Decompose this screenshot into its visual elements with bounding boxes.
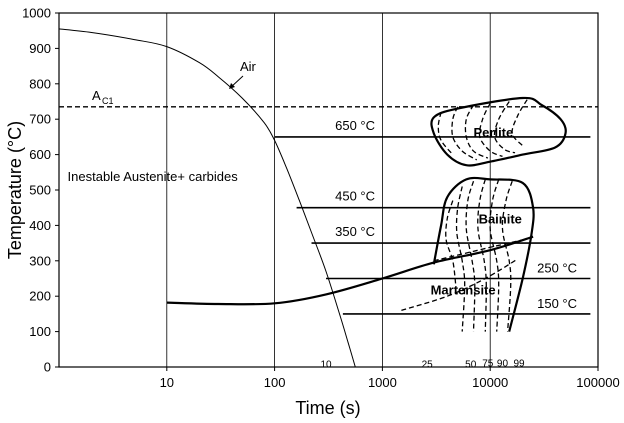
isotherm-label-250: 250 °C <box>537 261 577 276</box>
y-tick-label-100: 100 <box>29 324 51 339</box>
perlite-region-outline <box>430 96 567 167</box>
x-tick-label-100000: 100000 <box>576 375 619 390</box>
isotherm-label-150: 150 °C <box>537 296 577 311</box>
percent-label-10: 10 <box>320 360 332 371</box>
bainite-transform-curve-1 <box>455 186 466 332</box>
y-tick-label-800: 800 <box>29 76 51 91</box>
y-tick-label-900: 900 <box>29 41 51 56</box>
y-tick-label-700: 700 <box>29 112 51 127</box>
ac1-label: A C1 <box>92 88 114 106</box>
cooling-dashed-curve-0 <box>433 238 528 262</box>
series-layer: 650 °C 450 °C 350 °C 250 °C 150 °C Inestable … <box>58 28 598 371</box>
grid-lines <box>166 13 491 367</box>
region-label-bainite: Bainite <box>479 212 522 227</box>
perlite-transform-curve-5 <box>511 99 528 147</box>
bainite-transform-curve-4 <box>489 179 500 332</box>
perlite-transform-curve-4 <box>493 101 516 154</box>
region-label-inestable: Inestable Austenite+ carbides <box>68 169 239 184</box>
percent-label-25: 25 <box>422 360 434 371</box>
bainite-transform-curve-0 <box>445 200 457 286</box>
x-tick-label-10000: 10000 <box>472 375 508 390</box>
x-axis-title: Time (s) <box>295 398 360 418</box>
perlite-transform-curve-2 <box>464 104 489 159</box>
x-tick-label-100: 100 <box>264 375 286 390</box>
perlite-transform-curve-1 <box>451 106 478 161</box>
isotherm-label-650: 650 °C <box>335 118 375 133</box>
percent-label-99: 99 <box>513 358 525 369</box>
y-tick-label-500: 500 <box>29 183 51 198</box>
y-tick-label-1000: 1000 <box>22 6 51 21</box>
air-label-group: Air <box>229 59 257 89</box>
air-label: Air <box>240 59 257 74</box>
y-axis-title: Temperature (°C) <box>5 121 25 259</box>
bainite-region-outline <box>432 176 535 332</box>
bainite-transform-curve-5 <box>501 180 513 332</box>
y-tick-label-400: 400 <box>29 218 51 233</box>
y-tick-label-0: 0 <box>44 360 51 375</box>
x-axis-ticks: 10 100 1000 10000 100000 <box>160 367 620 390</box>
isotherm-label-450: 450 °C <box>335 189 375 204</box>
y-tick-label-600: 600 <box>29 147 51 162</box>
percent-label-50: 50 <box>465 360 477 371</box>
bainite-transform-curve-2 <box>465 181 476 332</box>
martensite-start-line <box>166 235 534 306</box>
air-arrow-head <box>229 83 235 89</box>
isotherm-label-350: 350 °C <box>335 224 375 239</box>
percent-label-75: 75 <box>482 358 494 369</box>
air-cooling-curve <box>58 28 356 368</box>
percent-label-90: 90 <box>497 358 509 369</box>
bainite-transform-curve-3 <box>477 179 487 332</box>
ac1-label-main: A <box>92 88 101 103</box>
ac1-label-sub: C1 <box>102 96 114 106</box>
region-label-perlite: Perlite <box>474 125 514 140</box>
y-tick-label-200: 200 <box>29 289 51 304</box>
y-tick-label-300: 300 <box>29 253 51 268</box>
x-tick-label-1000: 1000 <box>368 375 397 390</box>
x-tick-label-10: 10 <box>160 375 174 390</box>
perlite-transform-curve-3 <box>478 103 503 158</box>
y-axis-ticks: 0 100 200 300 400 500 600 700 800 900 1000 <box>22 6 59 375</box>
region-label-martensite: Martensite <box>431 282 496 297</box>
